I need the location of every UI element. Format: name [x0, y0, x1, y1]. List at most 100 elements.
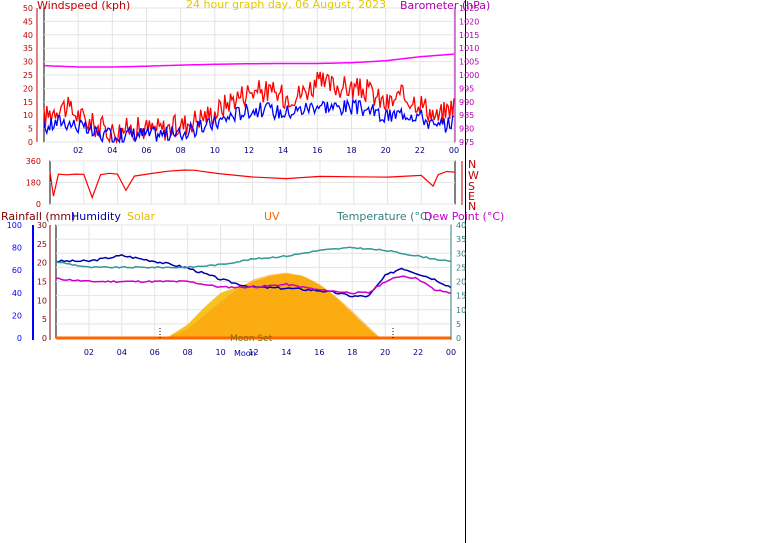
grid-top [44, 7, 455, 143]
time-tick-label: 00 [449, 146, 459, 155]
temperature-tick-label: 30 [456, 249, 466, 258]
baro-tick-label: 975 [459, 138, 474, 147]
rain-tick-label: 15 [37, 278, 47, 287]
wind-tick-label: 5 [28, 125, 33, 134]
wind-tick-label: 40 [23, 31, 33, 40]
time-tick-label: 18 [347, 348, 357, 357]
temperature-tick-label: 35 [456, 235, 466, 244]
time-tick-label: 12 [244, 146, 254, 155]
time-tick-label: 20 [380, 348, 390, 357]
compass-e: E [468, 190, 475, 203]
baro-tick-label: 1000 [459, 71, 479, 80]
wind-tick-label: 30 [23, 58, 33, 67]
right-divider [465, 0, 466, 543]
time-tick-label: 02 [84, 348, 94, 357]
wind-tick-label: 10 [23, 111, 33, 120]
moon-rise-label: Moon [234, 349, 256, 358]
humidity-line [55, 253, 452, 298]
time-tick-label: 06 [141, 146, 151, 155]
time-tick-label: 00 [446, 348, 456, 357]
compass-w: W [468, 169, 479, 182]
humidity-tick-label: 80 [12, 244, 22, 253]
solar-label: Solar [127, 210, 156, 223]
compass-s: S [468, 180, 475, 193]
temperature-tick-label: 40 [456, 221, 466, 230]
baro-tick-label: 1010 [459, 44, 479, 53]
temperature-label: Temperature (°C) [336, 210, 432, 223]
time-tick-label: 22 [413, 348, 423, 357]
direction-tick-label: 360 [26, 157, 41, 166]
time-tick-label: 06 [150, 348, 160, 357]
dewpoint-label: Dew Point (°C) [424, 210, 504, 223]
time-tick-label: 16 [312, 146, 322, 155]
humidity-tick-label: 0 [17, 334, 22, 343]
wind-high-line [43, 71, 455, 145]
rain-axis-ticks: 0 5 10 15 20 25 30 [37, 221, 47, 343]
rainfall-label: Rainfall (mm) [1, 210, 75, 223]
rain-tick-label: 25 [37, 240, 47, 249]
baro-tick-label: 1015 [459, 31, 479, 40]
baro-tick-label: 990 [459, 98, 474, 107]
time-tick-label: 16 [314, 348, 324, 357]
wind-tick-label: 25 [23, 71, 33, 80]
wind-tick-label: 35 [23, 44, 33, 53]
temperature-tick-label: 25 [456, 263, 466, 272]
humidity-label: Humidity [71, 210, 121, 223]
temperature-tick-label: 5 [456, 320, 461, 329]
time-tick-label: 22 [415, 146, 425, 155]
rain-tick-label: 10 [37, 296, 47, 305]
compass-n-bottom: N [468, 200, 476, 213]
time-tick-label: 10 [215, 348, 225, 357]
humidity-tick-label: 60 [12, 266, 22, 275]
uv-area [166, 272, 381, 338]
time-tick-label: 02 [73, 146, 83, 155]
humidity-tick-label: 100 [7, 221, 22, 230]
direction-tick-label: 0 [36, 200, 41, 209]
windspeed-label: Windspeed (kph) [37, 0, 130, 12]
time-tick-label: 18 [346, 146, 356, 155]
baro-tick-label: 1005 [459, 58, 479, 67]
baro-tick-label: 1025 [459, 4, 479, 13]
wind-axis-ticks: 0 5 10 15 20 25 30 35 40 45 50 [23, 4, 33, 147]
wind-barometer-chart: Windspeed (kph) 24 hour graph day, 06 Au… [23, 0, 491, 155]
temperature-tick-label: 15 [456, 292, 466, 301]
humidity-tick-label: 20 [12, 311, 22, 320]
time-tick-label: 20 [381, 146, 391, 155]
temperature-tick-label: 10 [456, 306, 466, 315]
dewpoint-line [55, 275, 452, 295]
time-axis-ticks-bottom: 02 04 06 08 10 12 14 16 18 20 22 00 [84, 348, 456, 357]
wind-tick-label: 0 [28, 138, 33, 147]
time-tick-label: 04 [117, 348, 127, 357]
baro-tick-label: 985 [459, 111, 474, 120]
temperature-line [55, 246, 451, 269]
barometer-line [43, 53, 455, 68]
baro-axis-ticks: 975 980 985 990 995 1000 1005 1010 1015 1020 1025 [459, 4, 479, 147]
direction-axis-ticks: 0 180 360 [26, 157, 41, 209]
wind-direction-chart: 0 180 360 N W S E N [26, 157, 479, 213]
wind-direction-line [49, 169, 456, 200]
wind-tick-label: 20 [23, 84, 33, 93]
wind-tick-label: 50 [23, 4, 33, 13]
direction-tick-label: 180 [26, 179, 41, 188]
time-tick-label: 14 [278, 146, 288, 155]
rain-tick-label: 30 [37, 221, 47, 230]
time-tick-label: 10 [210, 146, 220, 155]
baro-tick-label: 1020 [459, 17, 479, 26]
baro-tick-label: 995 [459, 84, 474, 93]
grid-direction [50, 160, 455, 205]
moon-set-label: Moon Set [230, 334, 273, 344]
rain-tick-label: 0 [42, 334, 47, 343]
time-tick-label: 12 [248, 348, 258, 357]
compass-n-top: N [468, 158, 476, 171]
temperature-axis-ticks: 0 5 10 15 20 25 30 35 40 [456, 221, 466, 343]
humidity-tick-label: 40 [12, 289, 22, 298]
temperature-chart: Rainfall (mm) Humidity Solar UV Temperat… [1, 210, 504, 358]
graph-title: 24 hour graph day, 06 August, 2023 [186, 0, 386, 11]
rain-tick-label: 5 [42, 315, 47, 324]
time-tick-label: 04 [107, 146, 117, 155]
barometer-label: Barometer (hPa) [400, 0, 490, 12]
time-tick-label: 14 [281, 348, 291, 357]
wind-tick-label: 45 [23, 17, 33, 26]
temperature-tick-label: 20 [456, 278, 466, 287]
